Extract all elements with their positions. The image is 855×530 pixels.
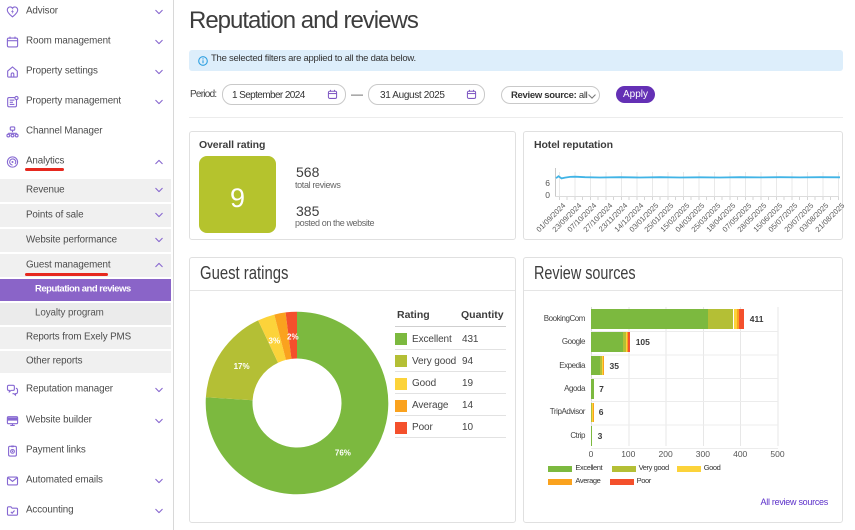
svg-text:2%: 2% <box>287 333 299 342</box>
svg-text:17%: 17% <box>234 362 250 371</box>
svg-text:3%: 3% <box>269 337 281 346</box>
svg-text:76%: 76% <box>335 448 351 457</box>
